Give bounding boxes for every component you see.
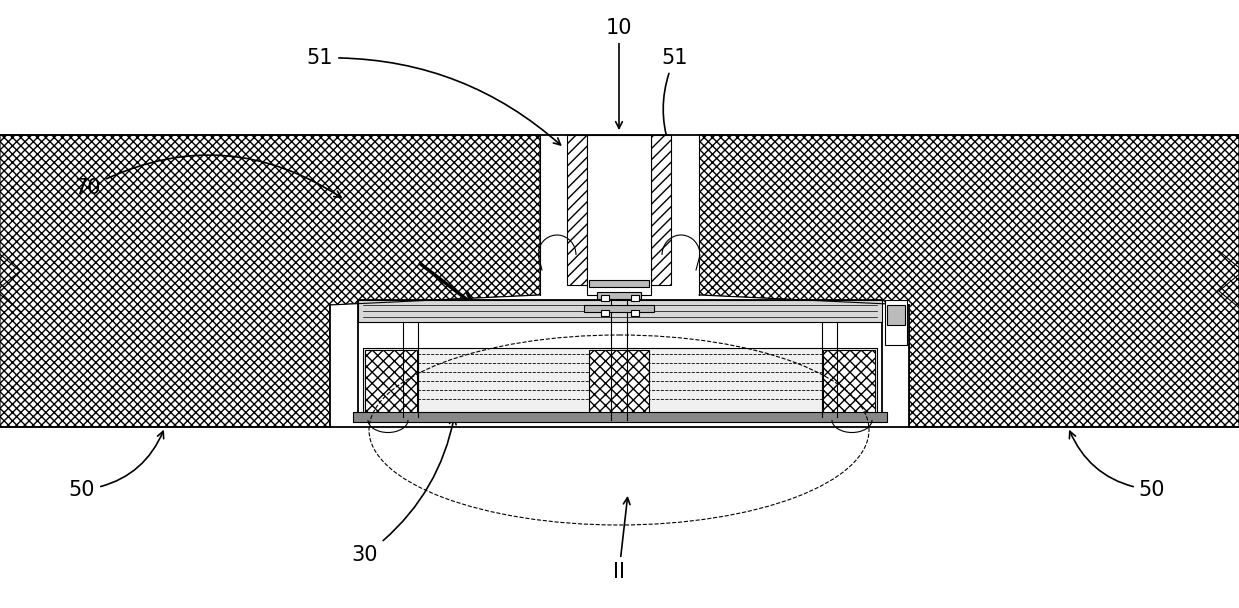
Text: II: II <box>613 497 631 582</box>
Text: 10: 10 <box>606 18 632 128</box>
Polygon shape <box>699 135 1239 427</box>
Bar <box>587 135 650 295</box>
Bar <box>366 350 418 413</box>
Bar <box>363 348 877 415</box>
Bar <box>631 310 639 316</box>
Bar <box>601 310 610 316</box>
Polygon shape <box>330 135 909 427</box>
Bar <box>650 135 672 285</box>
Bar <box>567 135 587 285</box>
Ellipse shape <box>584 188 654 268</box>
Bar <box>631 295 639 301</box>
Bar <box>597 292 641 299</box>
Bar <box>589 280 649 287</box>
Text: 51: 51 <box>307 48 560 145</box>
Bar <box>601 295 610 301</box>
Bar <box>887 305 904 325</box>
Text: 30: 30 <box>352 418 456 565</box>
Bar <box>885 300 907 345</box>
Text: 51: 51 <box>662 48 688 143</box>
Bar <box>358 300 882 322</box>
Bar <box>823 350 875 413</box>
Bar <box>358 300 882 420</box>
Text: 50: 50 <box>1069 431 1165 500</box>
Bar <box>589 350 649 413</box>
Polygon shape <box>0 135 540 427</box>
Bar <box>353 412 887 422</box>
Text: 70: 70 <box>74 155 341 198</box>
Bar <box>584 305 654 312</box>
Text: 50: 50 <box>68 431 164 500</box>
